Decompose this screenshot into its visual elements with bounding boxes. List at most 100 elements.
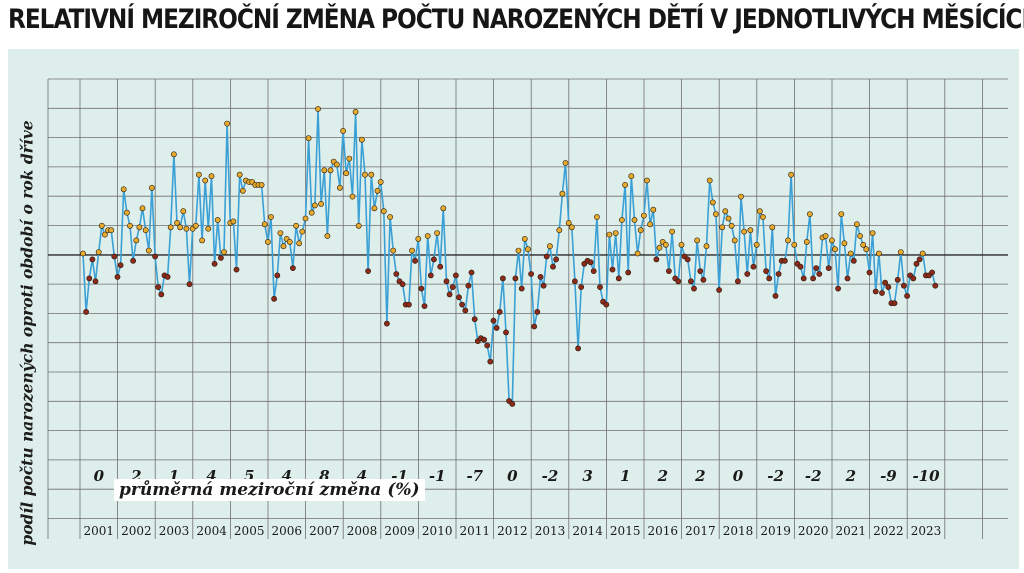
data-point (644, 177, 650, 184)
data-point (114, 273, 121, 280)
data-point (158, 291, 165, 298)
data-point (484, 342, 491, 349)
x-tick-label: 2022 (873, 524, 904, 538)
annual-average-value: 8 (319, 467, 330, 485)
data-point (575, 345, 581, 352)
x-tick-label: 2004 (196, 524, 227, 538)
data-point (446, 291, 453, 298)
chart-panel: podíl počtu narozených oproti období o r… (8, 49, 1019, 569)
data-point (587, 259, 594, 266)
annual-average-value: 5 (244, 467, 254, 485)
data-point (521, 235, 528, 242)
data-point (167, 224, 174, 231)
data-point (691, 285, 697, 292)
x-tick-label: 2006 (272, 524, 303, 538)
data-point (684, 256, 691, 263)
data-point (753, 241, 760, 248)
data-point (124, 209, 130, 216)
data-point (876, 250, 882, 257)
data-point (296, 240, 303, 247)
data-point (547, 243, 553, 250)
data-point (800, 275, 807, 282)
data-point (120, 186, 127, 193)
data-point (418, 285, 425, 292)
data-point (791, 241, 798, 248)
data-point (117, 262, 124, 269)
data-point (810, 275, 816, 282)
data-point (145, 247, 152, 254)
x-tick-label: 2012 (497, 524, 528, 538)
data-point (311, 202, 318, 209)
data-point (208, 173, 215, 180)
x-tick-label: 2020 (798, 524, 829, 538)
data-point (703, 243, 710, 250)
data-point (456, 294, 462, 301)
data-point (277, 230, 284, 236)
data-point (465, 282, 472, 289)
data-point (217, 254, 224, 261)
data-point (177, 224, 183, 231)
data-point (468, 269, 475, 276)
data-point (427, 272, 434, 279)
data-point (619, 217, 625, 223)
data-point (872, 288, 879, 295)
annual-average-value: 2 (845, 467, 856, 485)
data-point (590, 268, 597, 274)
data-point (904, 292, 910, 299)
data-point (503, 329, 509, 336)
data-point (882, 279, 888, 286)
data-point (289, 265, 296, 271)
x-tick-label: 2019 (760, 524, 791, 538)
data-point (932, 282, 939, 289)
data-point (302, 215, 309, 222)
data-point (534, 308, 541, 315)
data-point (352, 109, 359, 115)
data-point (80, 250, 86, 257)
data-point (562, 160, 569, 166)
data-point (728, 222, 735, 229)
data-point (205, 225, 212, 232)
data-point (155, 284, 162, 290)
data-point (675, 278, 682, 285)
data-point (264, 238, 271, 245)
data-point (496, 308, 503, 315)
data-point (405, 301, 412, 308)
annual-average-value: 2 (694, 467, 705, 485)
data-point (612, 230, 619, 236)
data-point (625, 269, 632, 276)
data-point (139, 205, 146, 212)
data-point (803, 238, 810, 245)
annual-average-value: 2 (130, 467, 141, 485)
data-point (430, 256, 437, 263)
annual-average-value: 0 (94, 467, 105, 485)
data-point (399, 281, 406, 288)
data-point (894, 276, 901, 283)
data-point (622, 181, 628, 188)
annual-average-value: 2 (657, 467, 668, 485)
data-point (236, 171, 243, 178)
x-tick-label: 2017 (685, 524, 716, 538)
annual-average-value: -2 (767, 467, 784, 485)
data-point (371, 205, 378, 212)
data-point (286, 238, 293, 245)
data-point (688, 278, 694, 285)
data-point (916, 256, 923, 263)
data-point (111, 253, 118, 260)
data-point (518, 285, 525, 292)
data-point (847, 250, 854, 257)
data-point (214, 217, 221, 223)
data-point (879, 290, 885, 296)
data-point (650, 206, 657, 213)
data-point (424, 233, 431, 239)
data-point (437, 263, 444, 270)
data-point (387, 214, 393, 220)
annual-average-value: 1 (169, 467, 179, 485)
data-point (741, 228, 747, 235)
data-point (261, 221, 268, 228)
data-point (308, 209, 315, 216)
data-point (694, 237, 700, 244)
data-point (860, 241, 867, 248)
data-point (647, 221, 653, 228)
data-point (565, 219, 572, 226)
annual-average-unit: (%) (387, 480, 420, 500)
